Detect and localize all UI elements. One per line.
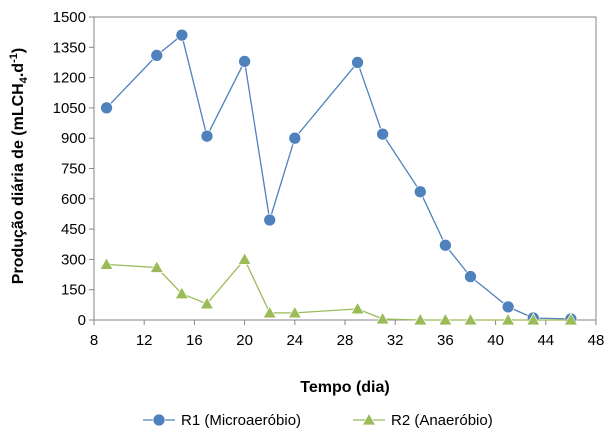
- series-2-point: [526, 312, 541, 326]
- plot-area: [93, 16, 597, 321]
- y-tick-label: 0: [78, 312, 86, 329]
- x-tick-label: 8: [90, 332, 98, 349]
- y-axis-title-sup: -1: [8, 53, 20, 63]
- series-2-point: [99, 257, 114, 270]
- series-2-point: [563, 312, 578, 326]
- series-2-point: [174, 286, 189, 300]
- y-tick-label: 1050: [53, 100, 86, 117]
- y-axis-title-mid: .d: [10, 63, 27, 77]
- y-axis-title: Produção diária de (mLCH4.d-1): [8, 48, 30, 284]
- x-axis-title: Tempo (dia): [300, 379, 389, 396]
- y-tick-label: 1500: [53, 9, 86, 26]
- series-2-point: [413, 312, 428, 326]
- x-tick-label: 12: [136, 332, 153, 349]
- series-2-point: [463, 312, 478, 326]
- series-2-point: [262, 305, 277, 319]
- x-axis-ticks: 8 12 16 20 24 28 32 36 40 44 48: [90, 320, 605, 349]
- x-tick-label: 16: [186, 332, 203, 349]
- x-tick-label: 32: [387, 332, 404, 349]
- series-1-point: [263, 213, 277, 227]
- y-axis-title-main: Produção diária de (mLCH: [10, 83, 27, 284]
- series-2: [99, 252, 578, 326]
- series-2-line: [106, 258, 571, 321]
- series-2-point: [237, 252, 252, 265]
- series-1-point: [200, 129, 214, 143]
- series-1-point: [238, 55, 251, 68]
- legend-r2-label: R2 (Anaeróbio): [391, 412, 493, 429]
- legend-r1-label: R1 (Microaeróbio): [181, 412, 301, 429]
- series-1-point: [413, 185, 427, 199]
- series-1-point: [100, 101, 113, 115]
- series-1-point: [464, 270, 477, 283]
- y-tick-label: 450: [61, 221, 86, 238]
- y-axis-ticks: 0 150 300 450 600 750 900 1050 1200 1350 1500: [53, 9, 94, 329]
- y-tick-label: 1350: [53, 39, 86, 56]
- y-axis-title-end: ): [10, 48, 27, 53]
- x-tick-label: 24: [286, 332, 303, 349]
- legend-item-r2: R2 (Anaeróbio): [353, 412, 493, 429]
- series-1-point: [288, 131, 302, 145]
- series-1-point: [376, 127, 389, 141]
- y-tick-label: 900: [61, 130, 86, 147]
- series-2-point: [438, 312, 453, 326]
- series-1-point: [175, 28, 189, 42]
- y-tick-label: 300: [61, 251, 86, 268]
- legend-r1-marker: [152, 413, 166, 427]
- legend-item-r1: R1 (Microaeróbio): [143, 412, 301, 429]
- series-2-point: [199, 296, 214, 310]
- series-2-point: [375, 311, 390, 325]
- series-1: [100, 28, 578, 326]
- x-tick-label: 28: [337, 332, 354, 349]
- series-1-point: [351, 56, 364, 69]
- series-2-point: [350, 301, 365, 315]
- y-tick-label: 150: [61, 282, 86, 299]
- y-axis-title-sub: 4: [18, 76, 30, 83]
- y-tick-label: 600: [61, 191, 86, 208]
- x-tick-label: 20: [236, 332, 253, 349]
- legend: R1 (Microaeróbio) R2 (Anaeróbio): [143, 412, 493, 429]
- series-1-line: [106, 34, 571, 320]
- series-2-point: [287, 305, 302, 319]
- series-2-point: [501, 312, 516, 326]
- series-1-point: [439, 238, 452, 252]
- series-2-point: [149, 260, 164, 273]
- x-tick-label: 48: [588, 332, 605, 349]
- x-tick-label: 44: [537, 332, 554, 349]
- plot-border: [93, 16, 597, 321]
- y-tick-label: 750: [61, 161, 86, 178]
- legend-r2-marker: [361, 412, 377, 426]
- x-tick-label: 40: [487, 332, 504, 349]
- y-tick-label: 1200: [53, 70, 86, 87]
- series-1-point: [501, 300, 515, 314]
- series-1-point: [150, 49, 164, 62]
- series-layer: [99, 28, 578, 326]
- x-tick-label: 36: [437, 332, 454, 349]
